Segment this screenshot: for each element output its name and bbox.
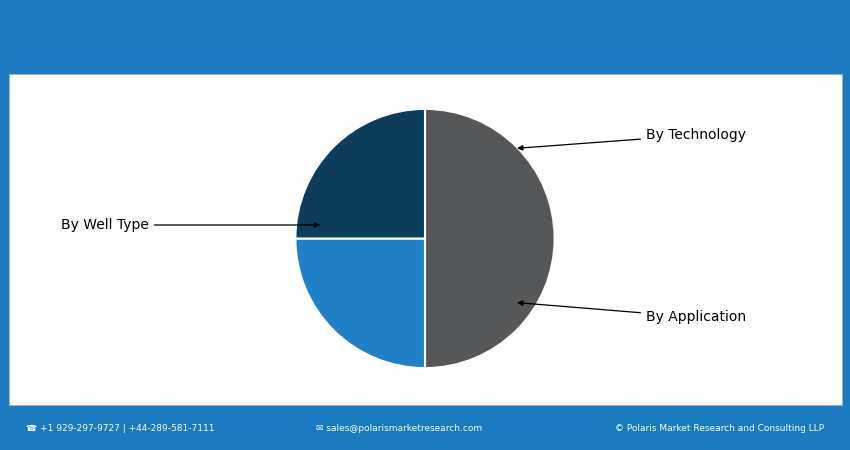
Text: By Well Type: By Well Type	[61, 218, 319, 232]
Wedge shape	[425, 109, 554, 368]
Text: By Technology: By Technology	[518, 128, 746, 150]
Wedge shape	[296, 238, 425, 368]
Wedge shape	[296, 109, 425, 238]
Text: © Polaris Market Research and Consulting LLP: © Polaris Market Research and Consulting…	[615, 424, 824, 433]
Text: By Application: By Application	[518, 301, 746, 324]
Text: ✉ sales@polarismarketresearch.com: ✉ sales@polarismarketresearch.com	[316, 424, 483, 433]
Text: ☎ +1 929-297-9727 | +44-289-581-7111: ☎ +1 929-297-9727 | +44-289-581-7111	[26, 424, 214, 433]
Text: Hydraulic Fracturing Market By Segmentation: Hydraulic Fracturing Market By Segmentat…	[119, 24, 731, 48]
